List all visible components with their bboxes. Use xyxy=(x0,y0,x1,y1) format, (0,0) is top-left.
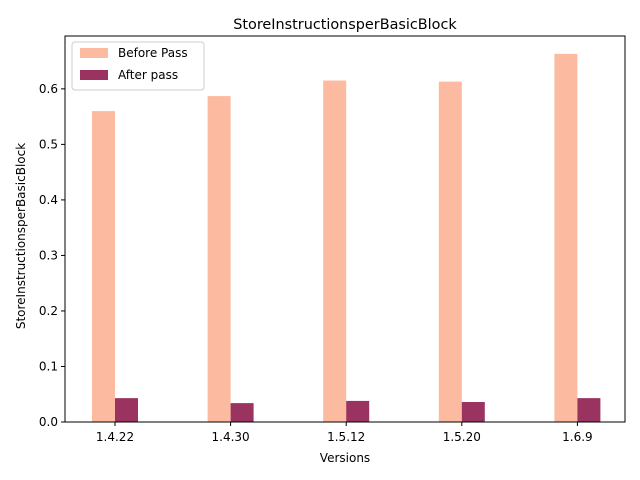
x-axis: 1.4.22 1.4.30 1.5.12 1.5.20 1.6.9 xyxy=(96,422,593,444)
x-tick-label: 1.6.9 xyxy=(562,430,593,444)
chart-title: StoreInstructionsperBasicBlock xyxy=(233,17,457,33)
y-axis: 0.0 0.1 0.2 0.3 0.4 0.5 0.6 xyxy=(39,82,65,429)
legend-label: After pass xyxy=(118,68,178,82)
bar-before-1.4.22 xyxy=(92,111,115,422)
y-tick-label: 0.6 xyxy=(39,82,58,96)
legend-swatch xyxy=(80,70,108,80)
x-tick-label: 1.5.20 xyxy=(443,430,481,444)
bar-after-1.5.12 xyxy=(346,400,370,422)
bar-after-1.4.30 xyxy=(230,403,254,422)
y-tick-label: 0.3 xyxy=(39,248,58,262)
y-tick-label: 0.1 xyxy=(39,359,58,373)
y-tick-label: 0.0 xyxy=(39,415,58,429)
legend-label: Before Pass xyxy=(118,46,188,60)
x-tick-label: 1.4.22 xyxy=(96,430,134,444)
bar-after-1.4.22 xyxy=(115,398,138,422)
bar-before-1.4.30 xyxy=(207,96,231,422)
legend-swatch xyxy=(80,48,108,58)
x-axis-label: Versions xyxy=(320,451,370,465)
bar-before-1.5.20 xyxy=(438,81,462,423)
bar-after-1.5.20 xyxy=(461,402,485,422)
bar-before-1.6.9 xyxy=(554,53,578,422)
y-tick-label: 0.4 xyxy=(39,193,58,207)
bar-after-1.6.9 xyxy=(577,398,601,422)
y-tick-label: 0.2 xyxy=(39,304,58,318)
x-tick-label: 1.4.30 xyxy=(212,430,250,444)
plot-frame xyxy=(64,35,626,423)
y-tick-label: 0.5 xyxy=(39,137,58,151)
y-axis-label: StoreInstructionsperBasicBlock xyxy=(14,143,28,329)
legend: Before Pass After pass xyxy=(71,41,205,91)
x-tick-label: 1.5.12 xyxy=(327,430,365,444)
bar-before-1.5.12 xyxy=(323,80,347,423)
plot-area xyxy=(64,35,626,423)
